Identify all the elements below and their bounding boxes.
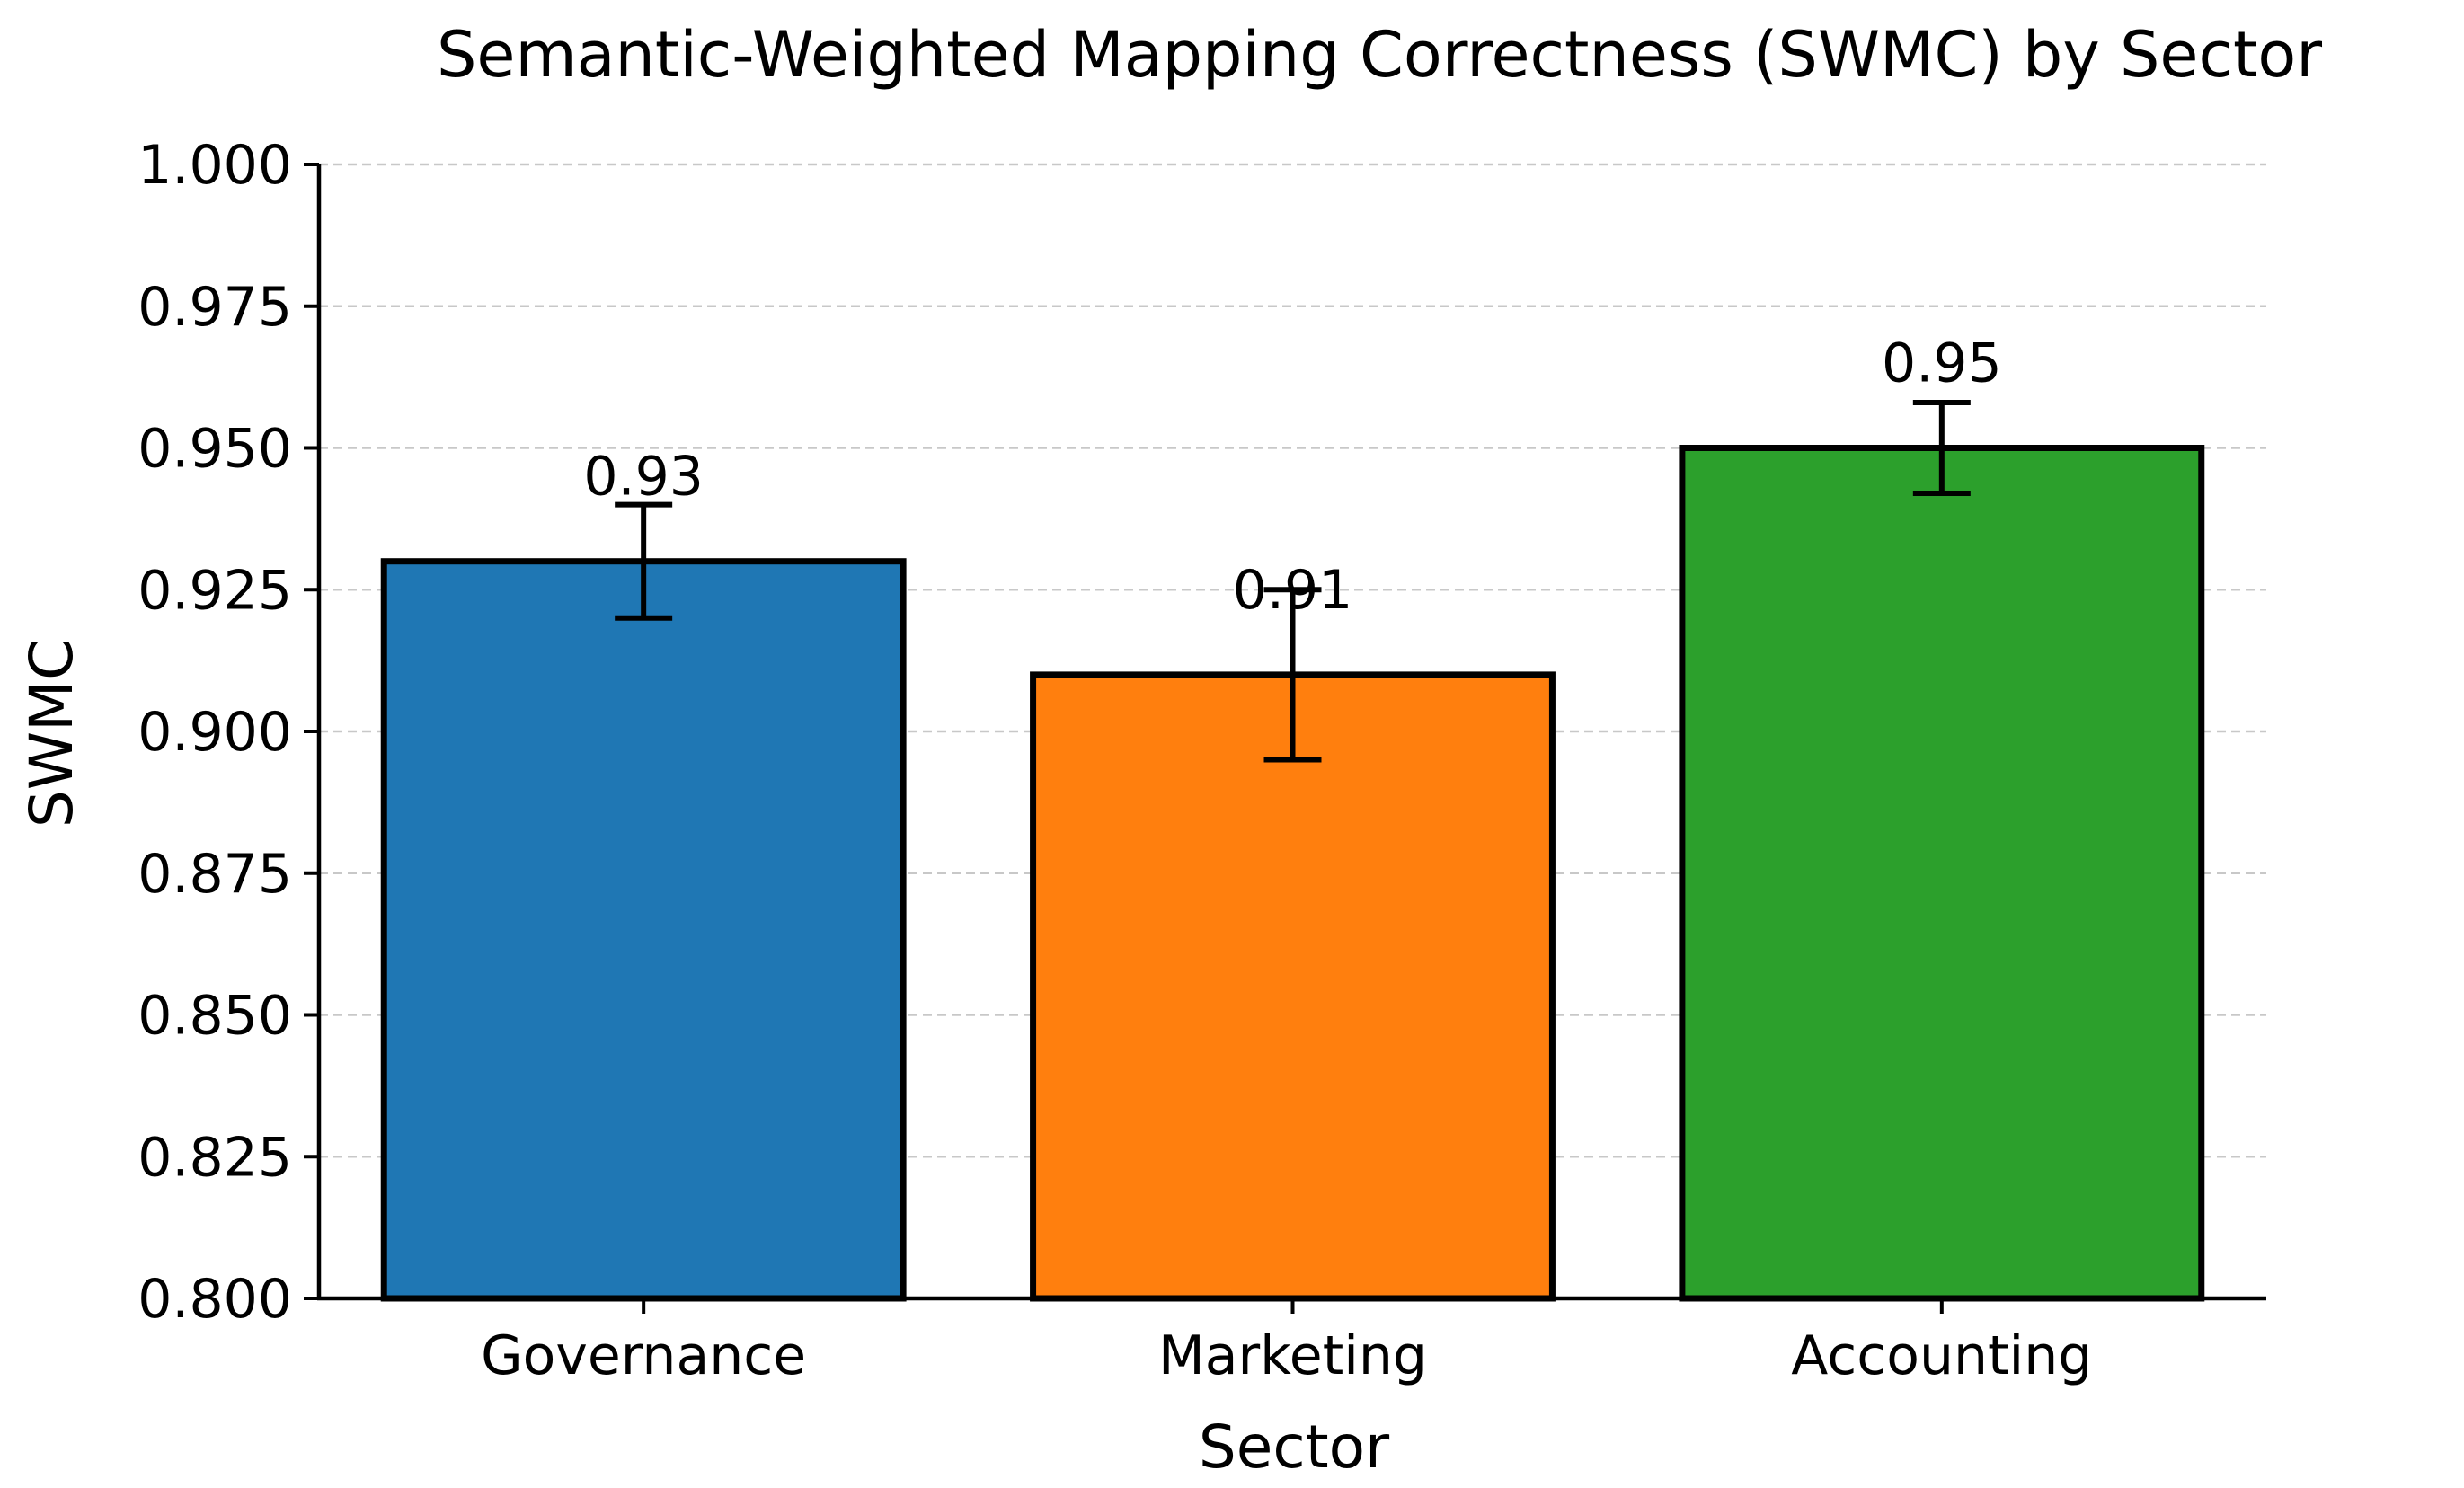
y-axis-label: SWMC xyxy=(17,639,86,828)
axes-layer xyxy=(304,163,2266,1314)
chart-title: Semantic-Weighted Mapping Correctness (S… xyxy=(437,18,2322,92)
y-tick-label: 0.825 xyxy=(137,1126,292,1189)
y-tick-label: 0.850 xyxy=(137,985,292,1048)
y-tick-label: 0.800 xyxy=(137,1268,292,1331)
y-tick-label: 0.975 xyxy=(137,276,292,339)
bar-marketing xyxy=(1030,671,1556,1302)
y-tick-label: 1.000 xyxy=(137,134,292,197)
x-tick-label-accounting: Accounting xyxy=(1791,1324,2092,1387)
value-label-governance: 0.93 xyxy=(583,446,704,509)
bar-accounting xyxy=(1679,445,2205,1302)
y-tick-label: 0.875 xyxy=(137,843,292,906)
x-axis-label: Sector xyxy=(1199,1413,1390,1482)
value-label-accounting: 0.95 xyxy=(1882,332,2002,395)
x-tick-label-marketing: Marketing xyxy=(1158,1324,1427,1387)
labels-layer: 0.800 0.825 0.850 0.875 0.900 0.925 0.950 0.975… xyxy=(137,134,2092,1387)
bars-layer xyxy=(380,445,2205,1302)
error-bars-layer xyxy=(615,400,1971,763)
y-tick-label: 0.950 xyxy=(137,418,292,481)
value-label-marketing: 0.91 xyxy=(1233,559,1353,622)
bar-governance xyxy=(380,558,907,1302)
y-tick-label: 0.925 xyxy=(137,559,292,622)
y-tick-label: 0.900 xyxy=(137,701,292,764)
x-tick-label-governance: Governance xyxy=(481,1324,806,1387)
